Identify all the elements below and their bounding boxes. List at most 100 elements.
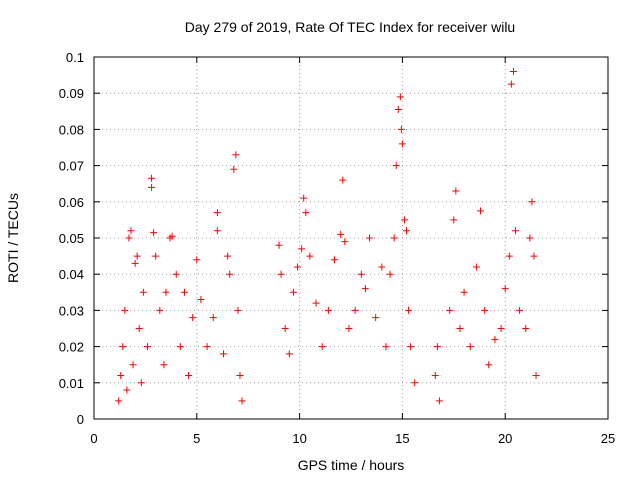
- data-point: [337, 230, 345, 238]
- data-point: [193, 256, 201, 264]
- chart-title: Day 279 of 2019, Rate Of TEC Index for r…: [185, 19, 515, 35]
- data-point: [341, 238, 349, 246]
- data-point: [294, 263, 302, 271]
- data-point: [189, 314, 197, 322]
- data-point: [507, 80, 515, 88]
- data-point: [148, 183, 156, 191]
- data-point: [123, 386, 131, 394]
- data-point: [456, 325, 464, 332]
- data-point: [143, 343, 151, 351]
- data-point: [129, 361, 137, 369]
- data-point: [516, 306, 524, 314]
- data-points: [115, 67, 540, 405]
- data-point: [234, 306, 242, 314]
- data-point: [232, 151, 240, 159]
- y-tick-label: 0.04: [59, 267, 84, 282]
- x-tick-label: 0: [90, 431, 97, 446]
- data-point: [446, 306, 454, 314]
- data-point: [505, 252, 513, 260]
- data-point: [135, 325, 143, 332]
- data-point: [497, 325, 505, 332]
- data-point: [405, 306, 413, 314]
- data-point: [115, 397, 123, 405]
- data-point: [224, 252, 232, 260]
- y-tick-label: 0: [77, 412, 84, 427]
- data-point: [331, 256, 339, 264]
- data-point: [148, 174, 156, 182]
- data-point: [366, 234, 374, 242]
- data-point: [452, 187, 460, 195]
- data-point: [398, 140, 406, 148]
- x-tick-label: 10: [292, 431, 306, 446]
- data-point: [501, 285, 509, 293]
- data-point: [131, 259, 139, 267]
- data-point: [226, 270, 234, 278]
- data-point: [481, 306, 489, 314]
- data-point: [339, 176, 347, 184]
- y-tick-label: 0.09: [59, 86, 84, 101]
- x-tick-label: 15: [395, 431, 409, 446]
- data-point: [378, 263, 386, 271]
- plot-frame: [93, 56, 609, 420]
- data-point: [213, 209, 221, 217]
- data-point: [203, 343, 211, 351]
- data-point: [491, 335, 499, 343]
- data-point: [302, 209, 310, 217]
- axis-ticks: 0 5 10 15 20 25 0 0.01 0.02 0.03 0.04 0.05 0.06 0.07 0…: [59, 50, 616, 446]
- data-point: [125, 234, 133, 242]
- data-point: [300, 194, 308, 202]
- data-point: [435, 397, 443, 405]
- data-point: [400, 216, 408, 224]
- data-point: [390, 234, 398, 242]
- data-point: [281, 325, 289, 332]
- data-point: [180, 288, 188, 296]
- data-point: [236, 372, 244, 380]
- data-point: [345, 325, 353, 332]
- data-point: [351, 306, 359, 314]
- x-tick-label: 5: [193, 431, 200, 446]
- data-point: [477, 207, 485, 215]
- data-point: [209, 314, 217, 322]
- data-point: [386, 270, 394, 278]
- data-point: [324, 306, 332, 314]
- data-point: [127, 227, 135, 235]
- data-point: [526, 234, 534, 242]
- data-point: [318, 343, 326, 351]
- x-axis-label: GPS time / hours: [298, 457, 405, 473]
- data-point: [361, 285, 369, 293]
- data-point: [407, 343, 415, 351]
- data-point: [238, 397, 246, 405]
- y-tick-label: 0.03: [59, 303, 84, 318]
- y-tick-label: 0.08: [59, 122, 84, 137]
- data-point: [185, 372, 193, 380]
- data-point: [485, 361, 493, 369]
- x-tick-label: 25: [601, 431, 615, 446]
- y-tick-label: 0.02: [59, 340, 84, 355]
- data-point: [289, 288, 297, 296]
- y-tick-label: 0.01: [59, 376, 84, 391]
- data-point: [285, 350, 293, 358]
- data-point: [306, 252, 314, 260]
- data-point: [172, 270, 180, 278]
- data-point: [168, 232, 176, 240]
- data-point: [450, 216, 458, 224]
- data-point: [133, 252, 141, 260]
- data-point: [357, 270, 365, 278]
- y-tick-label: 0.1: [66, 50, 84, 65]
- y-tick-label: 0.06: [59, 195, 84, 210]
- data-point: [431, 372, 439, 380]
- data-point: [176, 343, 184, 351]
- data-point: [121, 306, 129, 314]
- data-point: [137, 379, 145, 387]
- y-axis-label: ROTI / TECUs: [5, 193, 21, 283]
- data-point: [213, 227, 221, 235]
- data-point: [152, 252, 160, 260]
- data-point: [394, 105, 402, 113]
- data-point: [162, 288, 170, 296]
- data-point: [460, 288, 468, 296]
- data-point: [298, 245, 306, 253]
- data-point: [433, 343, 441, 351]
- data-point: [382, 343, 390, 351]
- data-point: [396, 93, 404, 101]
- data-point: [403, 227, 411, 235]
